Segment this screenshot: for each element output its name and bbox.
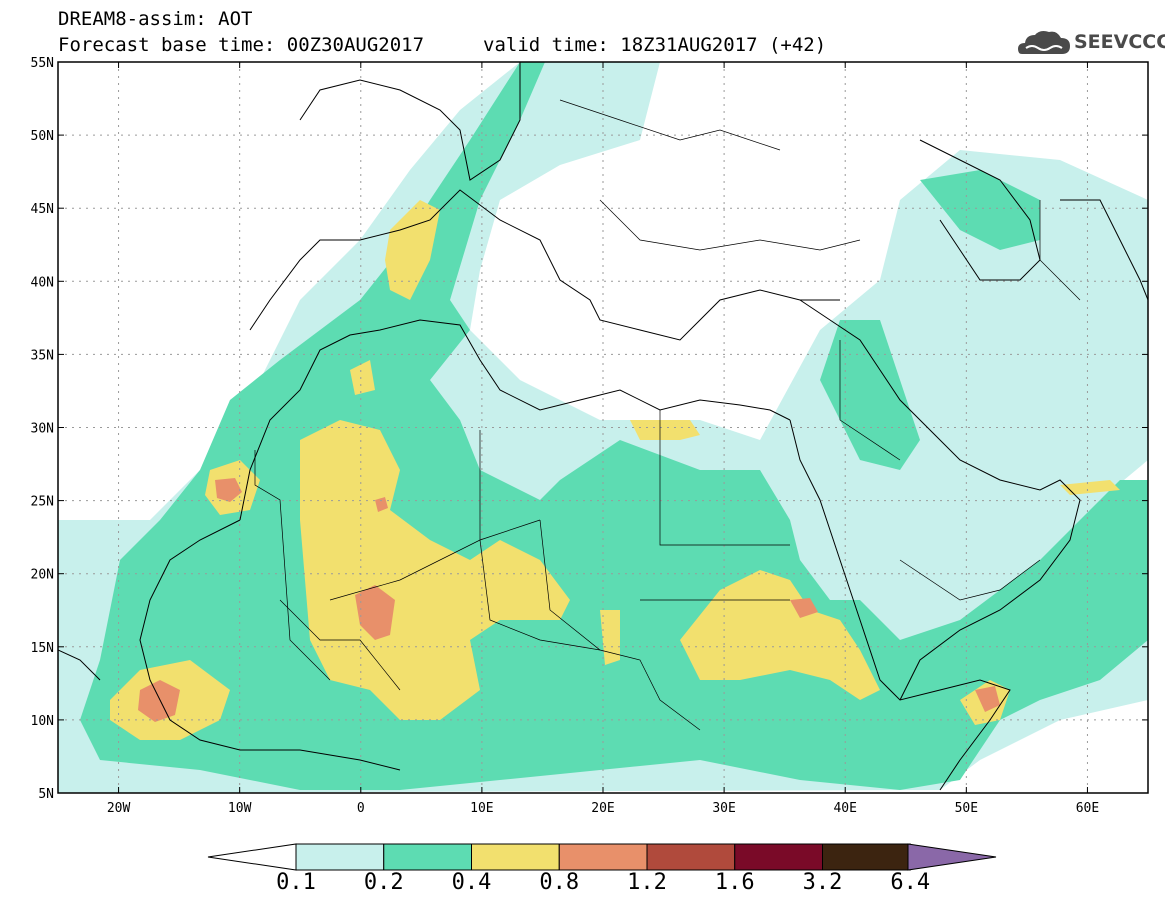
lon-tick-label: 0 — [357, 801, 365, 816]
aot-region-19 — [975, 686, 1000, 712]
colorbar-swatch — [734, 843, 823, 871]
aot-region-06 — [680, 570, 880, 700]
cloud-icon — [1018, 31, 1070, 54]
colorbar-swatch — [471, 843, 560, 871]
lat-tick-label: 10N — [31, 714, 54, 729]
lat-tick-label: 45N — [31, 202, 54, 217]
logo-text: SEEVCCC — [1074, 31, 1165, 53]
colorbar-under-triangle — [207, 843, 297, 871]
colorbar-over-triangle — [907, 843, 997, 871]
lon-tick-label: 60E — [1076, 801, 1099, 816]
map-title: DREAM8-assim: AOT — [58, 8, 253, 30]
aot-region-17 — [215, 478, 242, 502]
aot-region-05 — [300, 420, 570, 720]
lat-tick-label: 55N — [31, 56, 54, 71]
aot-region-10 — [630, 420, 700, 440]
aot-region-09 — [385, 200, 440, 300]
lon-tick-label: 30E — [712, 801, 735, 816]
valid-time: valid time: 18Z31AUG2017 (+42) — [483, 34, 827, 56]
lat-tick-label: 20N — [31, 568, 54, 583]
aot-region-04 — [920, 170, 1040, 250]
forecast-base-time: Forecast base time: 00Z30AUG2017 — [58, 34, 425, 56]
country-borders — [254, 99, 1081, 731]
colorbar-label: 1.6 — [714, 870, 755, 895]
lat-tick-label: 25N — [31, 495, 54, 510]
colorbar-swatch — [822, 843, 911, 871]
lat-tick-label: 5N — [38, 787, 54, 802]
lat-tick-label: 30N — [31, 422, 54, 437]
colorbar-swatch — [558, 843, 648, 871]
colorbar-label: 3.2 — [802, 870, 843, 895]
lon-tick-label: 20W — [107, 801, 131, 816]
colorbar-label: 0.8 — [539, 870, 580, 895]
graticule — [58, 62, 1148, 793]
axis-ticks — [58, 61, 1148, 794]
lon-tick-label: 10E — [470, 801, 493, 816]
colorbar-label: 0.2 — [363, 870, 404, 895]
aot-region-18 — [790, 598, 818, 618]
colorbar-label: 1.2 — [627, 870, 667, 895]
lon-tick-label: 50E — [955, 801, 978, 816]
lat-tick-label: 50N — [31, 129, 54, 144]
lon-tick-label: 10W — [228, 801, 252, 816]
colorbar — [207, 843, 997, 871]
aot-region-12 — [350, 360, 375, 395]
colorbar-swatch — [383, 843, 472, 871]
lat-tick-label: 35N — [31, 348, 54, 363]
lon-tick-label: 20E — [591, 801, 614, 816]
colorbar-label: 0.4 — [451, 870, 492, 895]
colorbar-swatch — [295, 843, 385, 871]
coastlines — [58, 62, 1148, 791]
lat-tick-label: 40N — [31, 275, 54, 290]
lon-tick-label: 40E — [833, 801, 856, 816]
colorbar-label: 6.4 — [890, 870, 931, 895]
aot-region-15 — [138, 680, 180, 722]
lat-tick-label: 15N — [31, 641, 54, 656]
aot-region-20 — [375, 497, 388, 512]
colorbar-label: 0.1 — [276, 870, 316, 895]
aot-region-13 — [1060, 480, 1120, 495]
aot-region-16 — [355, 585, 395, 640]
colorbar-swatch — [646, 843, 736, 871]
